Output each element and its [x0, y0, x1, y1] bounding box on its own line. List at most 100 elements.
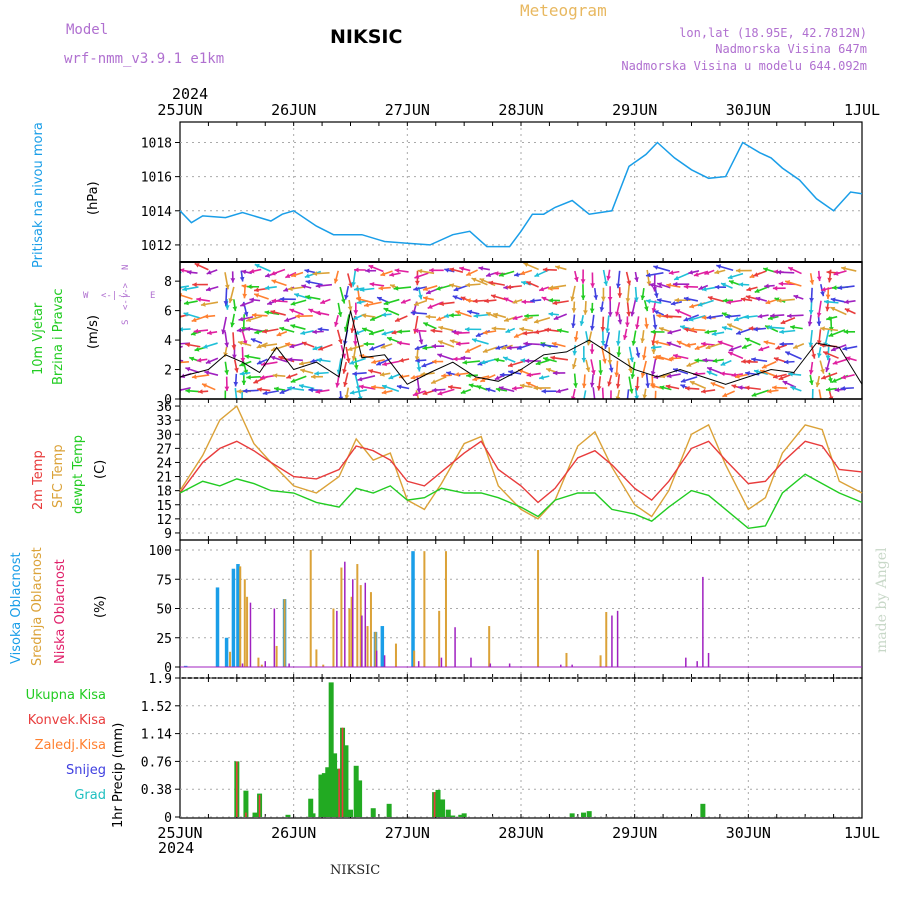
precip-total-bar — [252, 812, 258, 817]
wind-arrow-head — [242, 293, 248, 299]
wind-arrow-head — [182, 286, 188, 292]
wind-arrow-head — [625, 401, 630, 406]
wind-arrow-head — [816, 340, 822, 345]
wind-arrow-head — [693, 272, 699, 277]
wind-arrow-head — [521, 299, 526, 305]
wind-arrow-head — [574, 276, 579, 282]
y-tick-label: 33 — [156, 414, 172, 429]
y-tick-label: 1016 — [141, 171, 172, 186]
wind-arrow-head — [449, 283, 455, 288]
precip-total-bar — [318, 774, 324, 817]
wind-arrow-head — [204, 370, 210, 376]
y-tick-label: 0.76 — [141, 755, 172, 770]
wind-arrow-head — [359, 384, 364, 390]
wind-arrow-head — [338, 339, 343, 344]
wind-arrow-head — [449, 339, 455, 344]
wind-arrow-head — [844, 299, 849, 305]
wind-arrow-head — [427, 304, 433, 309]
wind-arrow-head — [634, 277, 639, 282]
wind-arrow-head — [683, 316, 689, 322]
wind-arrow-head — [505, 328, 511, 333]
wind-arrow-head — [653, 265, 659, 270]
compass-w: W — [83, 291, 89, 301]
wind-arrow-head — [249, 268, 255, 274]
wind-arrow-head — [590, 283, 595, 288]
wind-arrow-head — [370, 316, 376, 321]
wind-arrow-head — [526, 381, 531, 387]
wind-arrow-head — [726, 299, 732, 305]
wind-arrow-head — [410, 310, 416, 316]
wind-arrow-head — [593, 295, 599, 300]
wind-arrow-head — [265, 273, 270, 278]
wind-arrow-head — [396, 384, 402, 390]
wind-arrow-head — [245, 326, 251, 332]
wind-arrow-head — [833, 271, 839, 276]
wind-arrow-head — [421, 362, 427, 368]
wind-arrow-head — [300, 330, 306, 336]
wind-arrow-head — [573, 336, 579, 342]
wind-arrow-head — [548, 298, 553, 303]
wind-arrow-head — [840, 386, 845, 391]
wind-arrow-head — [580, 279, 586, 284]
wind-arrow-head — [454, 372, 460, 377]
y-tick-label: 12 — [156, 513, 172, 528]
wind-arrow-head — [294, 293, 300, 298]
wind-arrow-head — [283, 287, 289, 292]
wind-arrow-head — [764, 283, 769, 289]
wind-arrow-head — [650, 384, 656, 389]
wind-arrow-head — [378, 285, 383, 291]
wind-arrow-head — [757, 313, 763, 319]
wind-arrow-head — [308, 387, 313, 393]
wind-arrow-head — [491, 294, 496, 299]
wind-arrow-head — [666, 283, 672, 288]
wind-arrow-head — [304, 268, 310, 274]
wind-arrow-shaft — [415, 390, 420, 399]
top-date-ticks: 25JUN 26JUN 27JUN 28JUN 29JUN 30JUN 1JUL — [157, 101, 880, 119]
cloud-mid-title: Srednja Oblacnost — [30, 547, 45, 666]
wind-arrow-head — [631, 340, 637, 346]
wind-arrow-head — [821, 375, 827, 380]
wind-arrow-head — [811, 353, 816, 359]
wind-arrow-head — [826, 316, 832, 321]
wind-arrow-head — [344, 294, 349, 300]
wind-arrow-head — [683, 296, 689, 302]
wind-arrow-head — [300, 368, 306, 374]
wind-arrow-head — [522, 330, 528, 336]
cloud-mid-bar — [488, 626, 491, 667]
wind-arrow-head — [842, 346, 848, 351]
wind-arrow-head — [318, 346, 324, 351]
bottom-date-ticks: 25JUN 26JUN 27JUN 28JUN 29JUN 30JUN 1JUL — [157, 824, 880, 842]
wind-arrow-head — [382, 361, 387, 367]
elevation-label: Nadmorska Visina 647m — [715, 42, 867, 56]
wind-arrow-head — [763, 267, 769, 272]
date-tick-top: 1JUL — [844, 101, 880, 119]
wind-arrow-head — [274, 386, 279, 392]
wind-arrow-head — [768, 315, 773, 321]
wind-arrow-head — [602, 358, 607, 364]
wind-arrow-head — [553, 315, 559, 320]
wind-arrow-head — [625, 298, 631, 303]
wind-arrow-head — [694, 358, 699, 363]
wind-arrow-head — [745, 359, 750, 365]
wind-arrow-head — [729, 280, 734, 285]
wind-arrow-head — [605, 328, 610, 333]
wind-arrow-head — [810, 401, 815, 406]
wind-arrow-head — [193, 328, 199, 334]
wind-arrow-head — [290, 324, 296, 329]
wind-arrow-head — [788, 267, 794, 272]
wind-arrow-head — [514, 333, 519, 338]
wind-arrow-head — [731, 384, 737, 389]
wind-arrow-head — [589, 382, 595, 388]
wind-arrow-head — [353, 365, 359, 370]
y-tick-label: 0.38 — [141, 783, 172, 798]
compass-s: S — [121, 320, 131, 325]
cloud-low-bar — [702, 576, 704, 667]
wind-arrow-head — [780, 319, 786, 325]
wind-arrow-head — [508, 369, 513, 375]
cloud-low-bar — [489, 663, 492, 667]
wind-arrow-head — [773, 269, 779, 275]
y-tick-label: 25 — [156, 632, 172, 647]
wind-arrow-head — [744, 337, 750, 343]
wind-arrow-head — [716, 264, 722, 269]
wind-arrow-head — [725, 314, 730, 319]
